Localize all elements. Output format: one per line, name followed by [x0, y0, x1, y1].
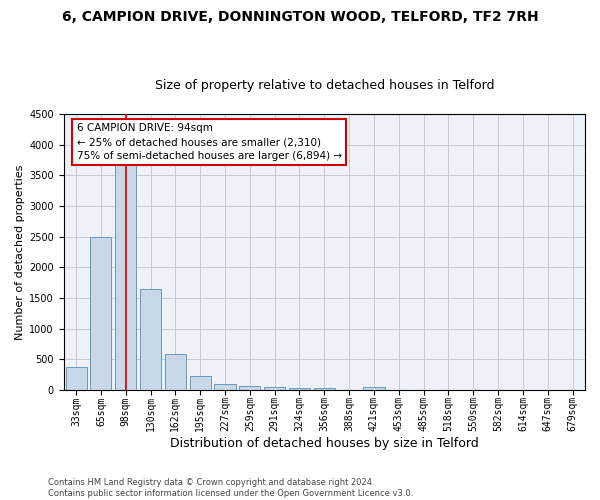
- Bar: [115, 160, 136, 390]
- Bar: [264, 387, 285, 390]
- X-axis label: Distribution of detached houses by size in Telford: Distribution of detached houses by size …: [170, 437, 479, 450]
- Bar: [214, 384, 236, 390]
- Bar: [190, 376, 211, 390]
- Y-axis label: Number of detached properties: Number of detached properties: [15, 164, 25, 340]
- Title: Size of property relative to detached houses in Telford: Size of property relative to detached ho…: [155, 79, 494, 92]
- Bar: [239, 386, 260, 390]
- Bar: [65, 368, 86, 390]
- Bar: [140, 290, 161, 390]
- Bar: [165, 354, 186, 390]
- Text: 6, CAMPION DRIVE, DONNINGTON WOOD, TELFORD, TF2 7RH: 6, CAMPION DRIVE, DONNINGTON WOOD, TELFO…: [62, 10, 538, 24]
- Text: Contains HM Land Registry data © Crown copyright and database right 2024.
Contai: Contains HM Land Registry data © Crown c…: [48, 478, 413, 498]
- Bar: [364, 386, 385, 390]
- Bar: [289, 388, 310, 390]
- Bar: [91, 236, 112, 390]
- Text: 6 CAMPION DRIVE: 94sqm
← 25% of detached houses are smaller (2,310)
75% of semi-: 6 CAMPION DRIVE: 94sqm ← 25% of detached…: [77, 123, 341, 161]
- Bar: [314, 388, 335, 390]
